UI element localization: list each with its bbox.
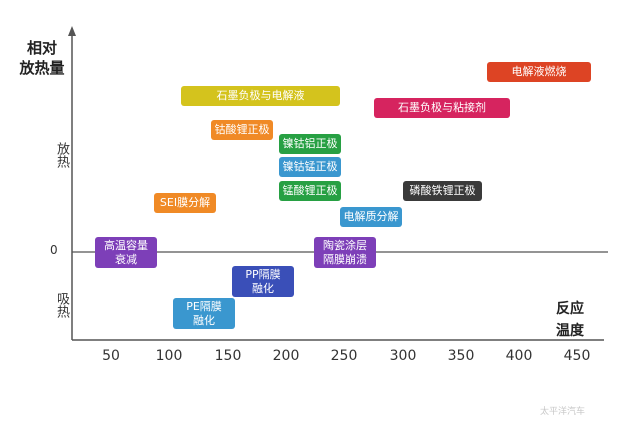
y-axis-title: 相对 放热量 xyxy=(19,39,65,77)
x-tick: 100 xyxy=(155,348,183,364)
event-sei-decomposition: SEI膜分解 xyxy=(154,193,216,213)
event-electrolyte-decomposition: 电解质分解 xyxy=(340,207,402,227)
x-tick: 250 xyxy=(330,348,358,364)
event-ceramic-separator: 陶瓷涂层 隔膜崩溃 xyxy=(314,237,376,268)
x-tick: 450 xyxy=(563,348,591,364)
event-graphite-binder: 石墨负极与粘接剂 xyxy=(374,98,510,118)
event-lfp-cathode: 磷酸铁锂正极 xyxy=(403,181,482,201)
watermark: 太平洋汽车 xyxy=(540,407,586,417)
event-high-temp-capacity: 高温容量 衰减 xyxy=(95,237,157,268)
x-tick: 200 xyxy=(272,348,300,364)
x-tick: 150 xyxy=(214,348,242,364)
exo-label: 放热 xyxy=(54,142,69,168)
x-tick: 50 xyxy=(102,348,120,364)
y-axis-arrow xyxy=(68,26,76,36)
event-pe-separator: PE隔膜 融化 xyxy=(173,298,235,329)
endo-label: 吸热 xyxy=(54,292,69,318)
x-tick: 350 xyxy=(447,348,475,364)
event-graphite-electrolyte: 石墨负极与电解液 xyxy=(181,86,340,106)
x-tick: 300 xyxy=(389,348,417,364)
event-lmo-cathode: 锰酸锂正极 xyxy=(279,181,341,201)
event-lco-cathode: 钴酸锂正极 xyxy=(211,120,273,140)
x-axis-title: 反应 温度 xyxy=(556,301,584,339)
zero-label: 0 xyxy=(50,243,58,257)
event-electrolyte-combustion: 电解液燃烧 xyxy=(487,62,591,82)
x-tick: 400 xyxy=(505,348,533,364)
event-ncm-cathode: 镍钴锰正极 xyxy=(279,157,341,177)
event-pp-separator: PP隔膜 融化 xyxy=(232,266,294,297)
event-nca-cathode: 镍钴铝正极 xyxy=(279,134,341,154)
